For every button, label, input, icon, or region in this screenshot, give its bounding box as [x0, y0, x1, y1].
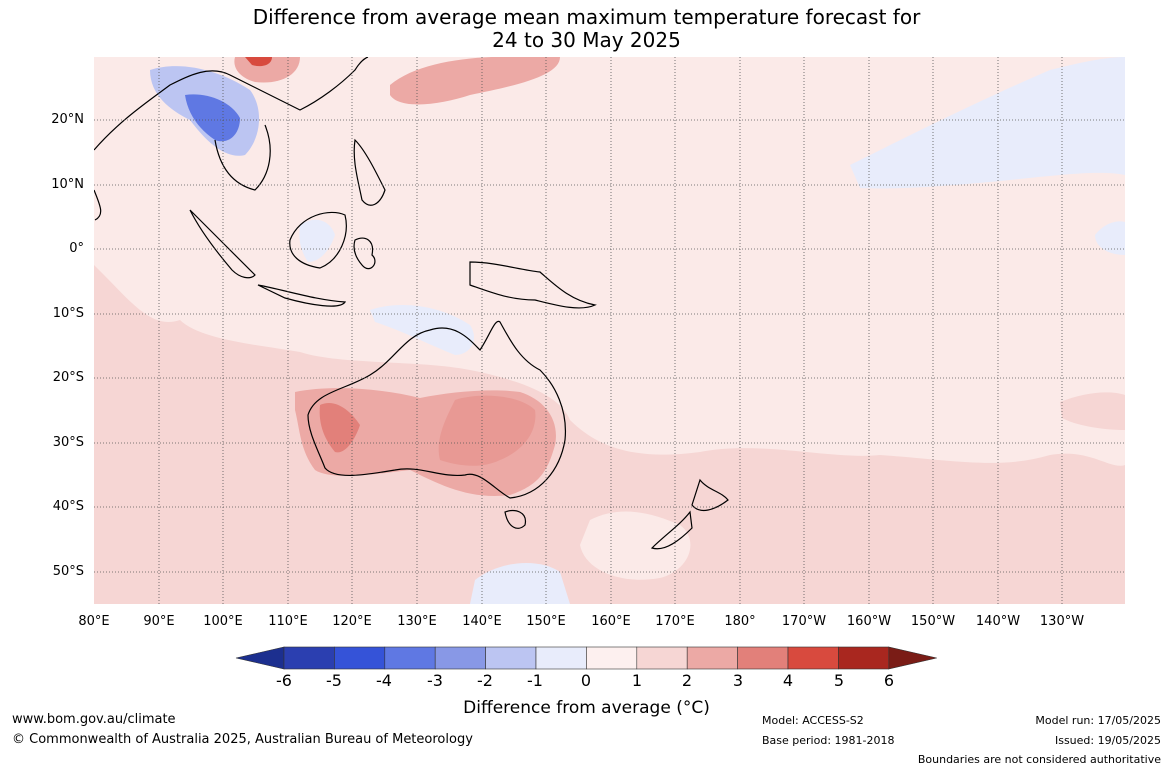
lat-label: 0°	[69, 241, 84, 256]
colorbar-swatch	[838, 646, 890, 670]
colorbar-arrow-high	[888, 646, 937, 670]
lon-label: 150°E	[526, 614, 566, 629]
footer-model-run: Model run: 17/05/2025	[1035, 714, 1161, 727]
colorbar-swatch	[283, 646, 335, 670]
colorbar-swatch	[384, 646, 436, 670]
colorbar-swatch	[737, 646, 789, 670]
lon-label: 140°W	[975, 614, 1021, 629]
colorbar-tick: -5	[326, 671, 342, 690]
colorbar-tick: 2	[681, 671, 693, 690]
anomaly-area-se-pacific	[1060, 392, 1125, 430]
colorbar-tick: -3	[427, 671, 443, 690]
colorbar-swatch	[535, 646, 587, 670]
sulawesi-coast	[353, 237, 376, 270]
colorbar-tick: -2	[477, 671, 493, 690]
india-coast	[94, 189, 102, 221]
footer-copyright: © Commonwealth of Australia 2025, Austra…	[12, 732, 473, 747]
anomaly-north-pacific-warm	[390, 57, 560, 105]
footer-issued: Issued: 19/05/2025	[1054, 734, 1161, 747]
colorbar-tick: 6	[883, 671, 895, 690]
footer-base-period: Base period: 1981-2018	[762, 734, 895, 747]
colorbar-tick: 3	[732, 671, 744, 690]
lat-label: 10°S	[52, 306, 84, 321]
lon-label: 170°W	[781, 614, 827, 629]
anomaly-borneo-cool	[299, 219, 335, 262]
colorbar-label-unit: (°C)	[676, 698, 710, 718]
lon-label: 160°E	[591, 614, 631, 629]
anomaly-equator-east-cool	[1095, 221, 1125, 255]
lat-label: 30°S	[52, 435, 84, 450]
lon-label: 140°E	[462, 614, 502, 629]
colorbar-tick: 4	[782, 671, 794, 690]
new-zealand-north	[691, 478, 729, 512]
sumatra-coast	[189, 209, 256, 279]
lon-label: 160°W	[846, 614, 892, 629]
lon-label: 150°W	[910, 614, 956, 629]
colorbar-swatch	[586, 646, 638, 670]
chart-title-line2: 24 to 30 May 2025	[492, 28, 681, 52]
footer-website: www.bom.gov.au/climate	[12, 712, 176, 727]
colorbar-label: Difference from average (°C)	[0, 698, 1173, 718]
new-zealand-south	[650, 510, 693, 550]
tasmania-coast	[504, 509, 527, 529]
anomaly-timor-sea-cool	[370, 305, 475, 355]
anomaly-china-hot	[245, 57, 272, 67]
anomaly-north-pacific-cool	[850, 57, 1125, 189]
footer-model: Model: ACCESS-S2	[762, 714, 864, 727]
australia-coast	[307, 320, 567, 499]
colorbar-swatch	[636, 646, 688, 670]
colorbar-tick: 0	[580, 671, 592, 690]
lon-label: 130°W	[1039, 614, 1085, 629]
lon-label: 170°E	[655, 614, 695, 629]
colorbar-swatch	[434, 646, 486, 670]
java-coast	[257, 284, 347, 307]
colorbar-swatch	[334, 646, 386, 670]
colorbar-swatch	[485, 646, 537, 670]
lat-label: 20°S	[52, 370, 84, 385]
colorbar-tick: 1	[631, 671, 643, 690]
lon-label: 80°E	[78, 614, 110, 629]
colorbar-tick: 5	[833, 671, 845, 690]
colorbar-tick: -1	[527, 671, 543, 690]
lat-label: 20°N	[51, 112, 84, 127]
colorbar-tick: -6	[276, 671, 292, 690]
footer-disclaimer: Boundaries are not considered authoritat…	[917, 753, 1161, 766]
asia-mainland-coast	[94, 57, 369, 191]
philippines-coast	[353, 138, 386, 206]
colorbar-swatch	[686, 646, 738, 670]
anomaly-southern-ocean-cool	[470, 562, 570, 604]
colorbar	[235, 646, 937, 670]
lon-label: 120°E	[332, 614, 372, 629]
colorbar-swatch	[787, 646, 839, 670]
colorbar-tick: -4	[376, 671, 392, 690]
map-plot-area	[94, 57, 1125, 604]
coastlines	[94, 57, 729, 550]
lon-label: 180°	[724, 614, 756, 629]
anomaly-band-east-low	[580, 511, 691, 580]
anomaly-australia-hot-east	[438, 395, 536, 466]
graticule	[94, 57, 1125, 604]
anomaly-southeast-asia-colder	[185, 94, 240, 142]
lon-label: 110°E	[268, 614, 308, 629]
borneo-coast	[289, 211, 347, 269]
lon-label: 90°E	[143, 614, 175, 629]
colorbar-arrow-low	[235, 646, 285, 670]
lat-label: 40°S	[52, 499, 84, 514]
new-guinea-coast	[469, 261, 597, 309]
lon-label: 130°E	[397, 614, 437, 629]
colorbar-label-text: Difference from average	[463, 698, 671, 718]
chart-title-line1: Difference from average mean maximum tem…	[252, 5, 921, 29]
lon-label: 100°E	[203, 614, 243, 629]
lat-label: 10°N	[51, 177, 84, 192]
lat-label: 50°S	[52, 564, 84, 579]
anomaly-australia-hot	[319, 402, 360, 453]
